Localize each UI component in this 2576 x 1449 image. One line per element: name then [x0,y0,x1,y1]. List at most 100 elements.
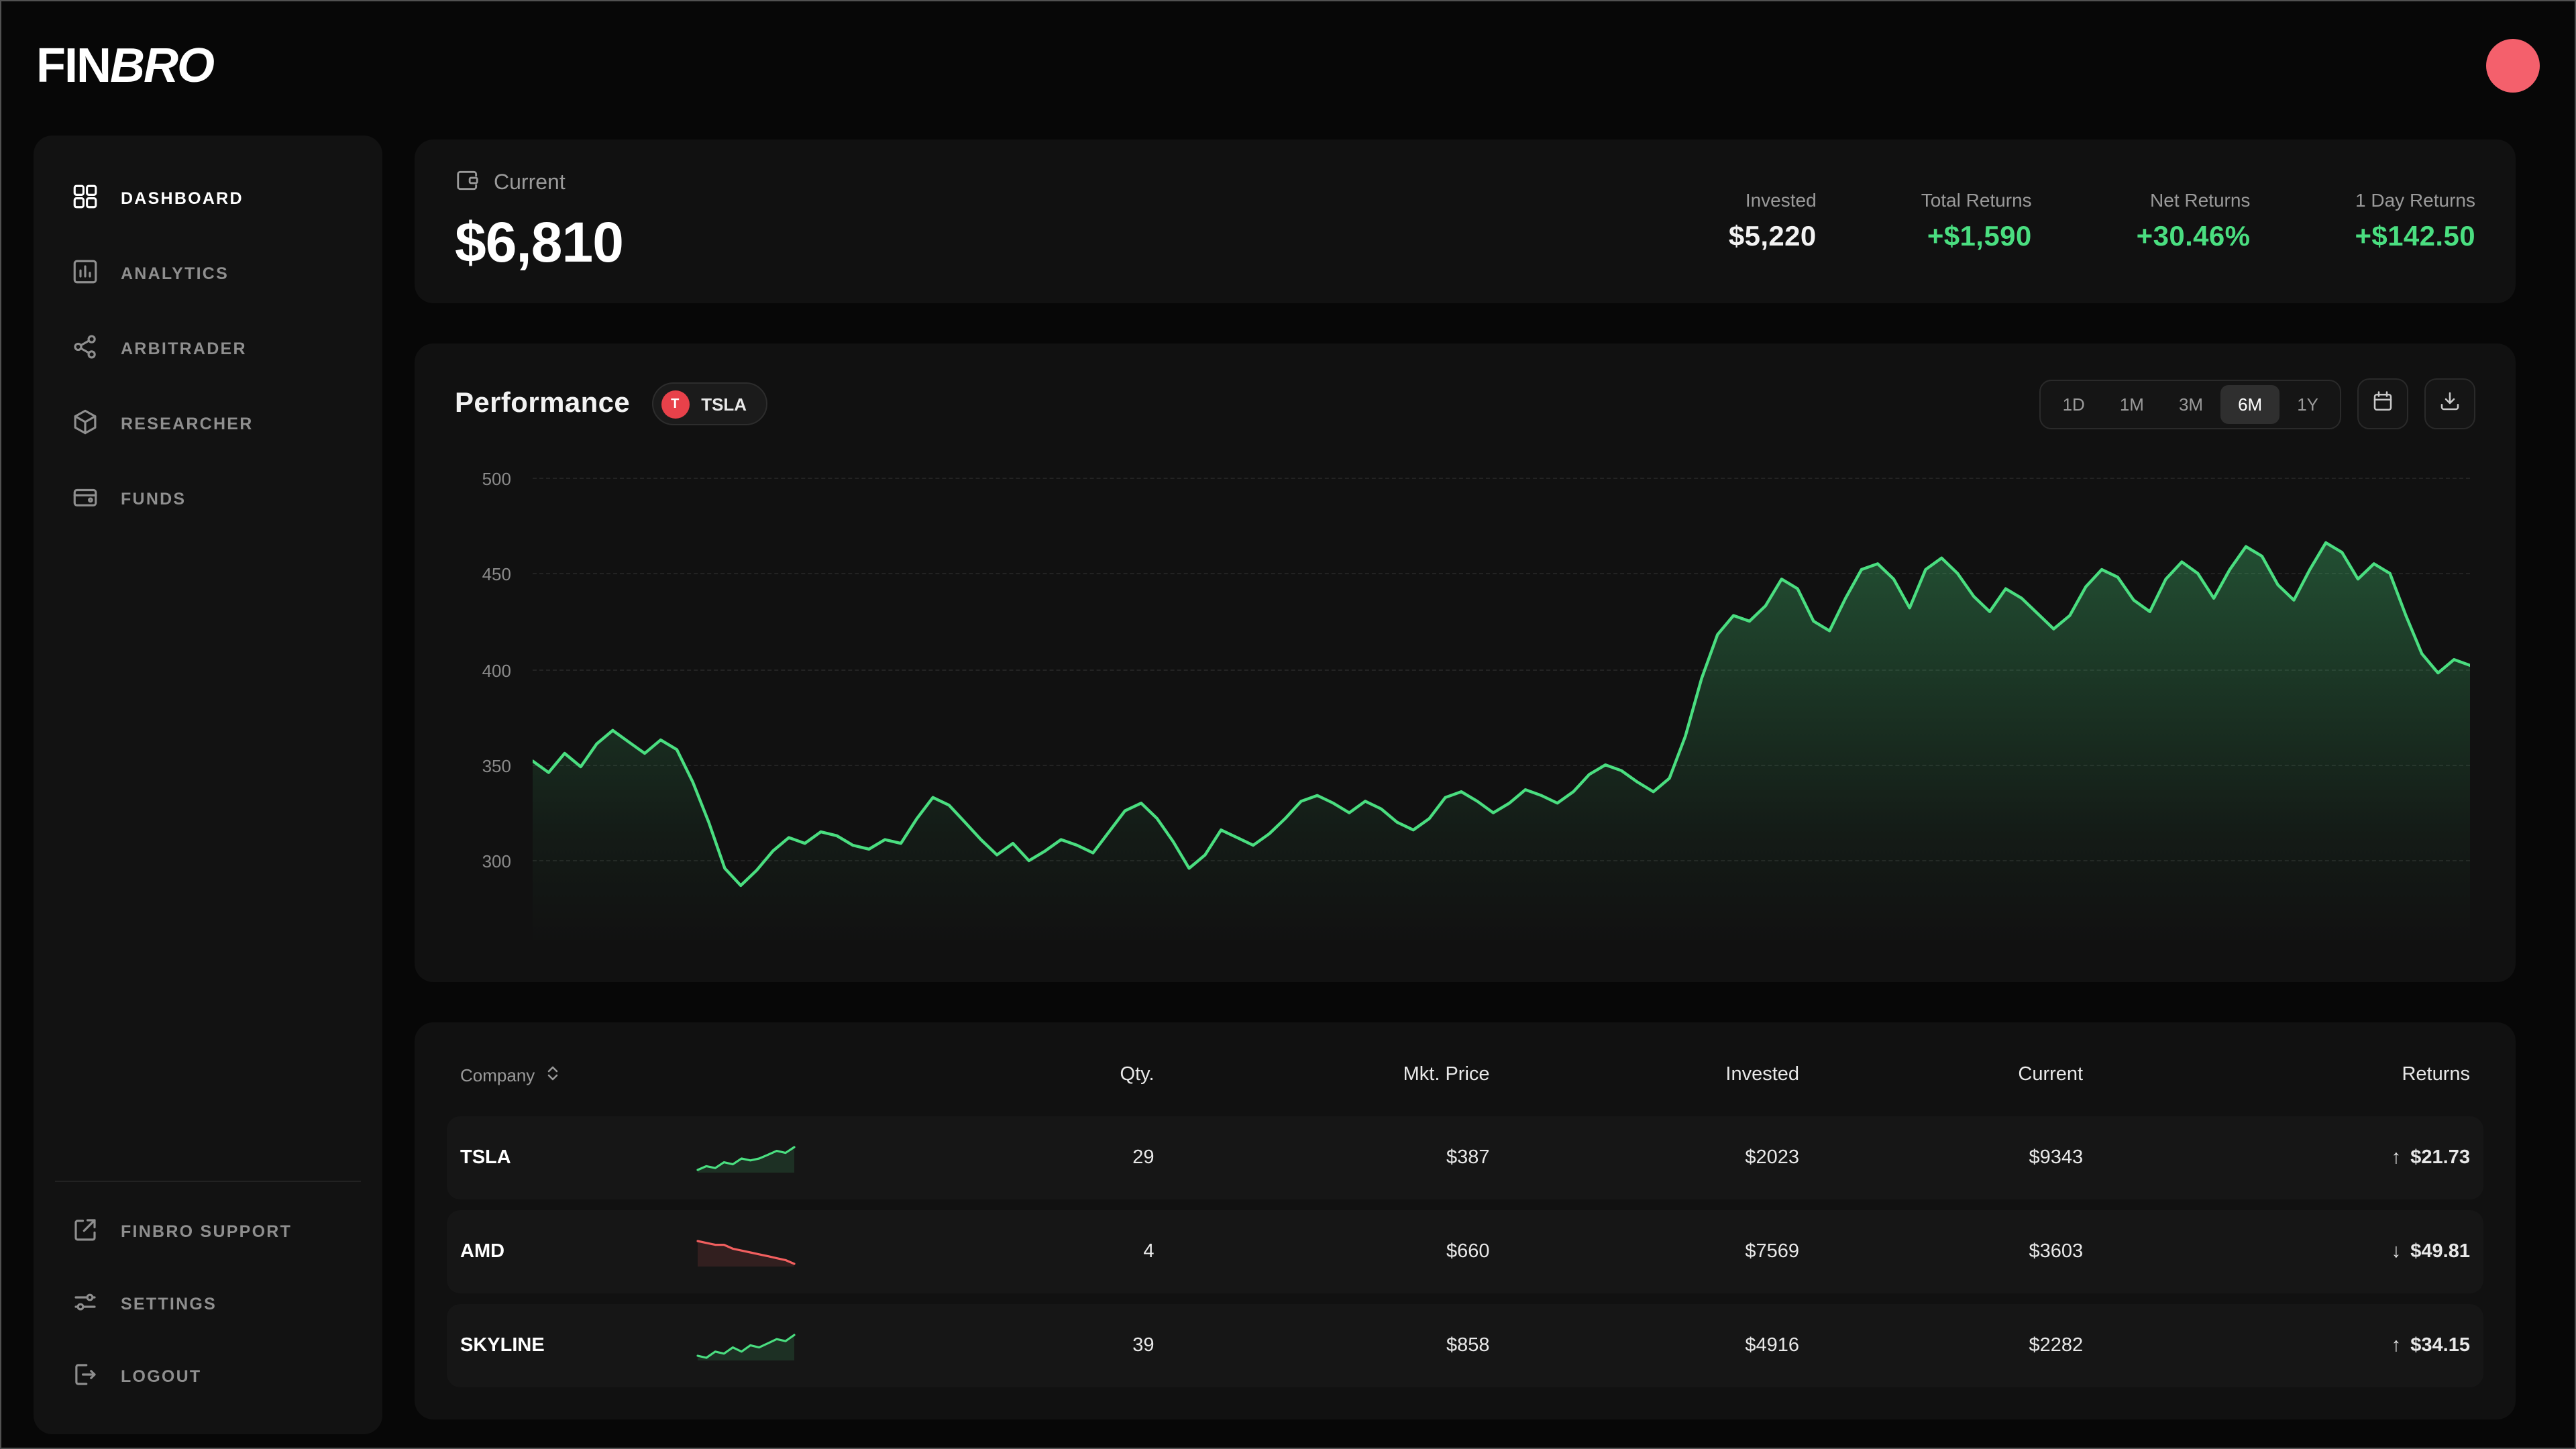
wallet-icon [455,168,480,200]
mkt-price-value: $858 [1446,1335,1490,1356]
qty-value: 29 [1132,1147,1155,1169]
sidebar-item-support[interactable]: FINBRO SUPPORT [55,1198,361,1265]
holdings-table-card: Company Qty. Mkt. Price Invested Current… [415,1022,2516,1419]
invested-value: $7569 [1745,1241,1800,1263]
range-6m-button[interactable]: 6M [2220,384,2280,423]
qty-value: 4 [1143,1241,1155,1263]
dashboard-grid-icon [71,182,99,215]
sidebar-item-analytics[interactable]: ANALYTICS [55,240,361,307]
sidebar-item-funds[interactable]: FUNDS [55,466,361,533]
trend-sparkline [695,1234,896,1269]
sidebar-item-settings[interactable]: SETTINGS [55,1271,361,1338]
download-button[interactable] [2424,378,2475,429]
sidebar-item-dashboard[interactable]: DASHBOARD [55,165,361,232]
performance-chart[interactable]: 500 450 400 350 300 [455,462,2475,945]
user-avatar[interactable] [2486,39,2540,93]
range-1y-button[interactable]: 1Y [2279,384,2336,423]
network-nodes-icon [71,333,99,365]
mkt-price-value: $660 [1446,1241,1490,1263]
logo-text-fin: FIN [36,38,111,93]
invested-value: $4916 [1745,1335,1800,1356]
app-header: FINBRO [1,1,2575,130]
chart-gridline: 350 [482,756,2470,776]
sidebar: DASHBOARD ANALYTICS ARBITRADER RESEARCHE… [34,136,382,1434]
table-row-amd[interactable]: AMD 4 $660 $7569 $3603 ↓ $49.81 [447,1210,2483,1293]
range-1m-button[interactable]: 1M [2102,384,2161,423]
sidebar-item-label: SETTINGS [121,1295,217,1313]
portfolio-summary-card: Current $6,810 Invested $5,220 Total Ret… [415,140,2516,303]
stat-1day-returns: 1 Day Returns +$142.50 [2355,189,2475,252]
arrow-down-icon: ↓ [2391,1241,2402,1263]
summary-stats: Invested $5,220 Total Returns +$1,590 Ne… [1729,189,2475,254]
table-row-skyline[interactable]: SKYLINE 39 $858 $4916 $2282 ↑ $34.15 [447,1304,2483,1387]
sparkline-down-icon [696,1240,796,1267]
stat-total-returns: Total Returns +$1,590 [1921,189,2032,252]
sidebar-item-researcher[interactable]: RESEARCHER [55,390,361,458]
logo-text-bro: BRO [110,38,215,93]
range-3m-button[interactable]: 3M [2161,384,2220,423]
tsla-logo-icon: T [661,390,690,418]
returns-value: ↓ $49.81 [2391,1241,2470,1263]
y-axis-tick-label: 300 [482,851,511,872]
sidebar-item-label: RESEARCHER [121,415,254,433]
app-logo[interactable]: FINBRO [36,38,215,94]
performance-line-chart [533,462,2470,945]
column-header-mkt-price: Mkt. Price [1403,1064,1490,1085]
ticker-chip-tsla[interactable]: T TSLA [651,382,767,425]
table-row-tsla[interactable]: TSLA 29 $387 $2023 $9343 ↑ $21.73 [447,1116,2483,1199]
column-header-returns: Returns [2402,1064,2470,1085]
main-content: Current $6,810 Invested $5,220 Total Ret… [415,140,2516,1419]
download-icon [2438,388,2462,419]
invested-value: $2023 [1745,1147,1800,1169]
performance-card: Performance T TSLA 1D 1M 3M 6M 1Y [415,343,2516,982]
external-link-icon [71,1216,99,1248]
calendar-button[interactable] [2357,378,2408,429]
stat-invested: Invested $5,220 [1728,189,1817,252]
sliders-icon [71,1288,99,1320]
sidebar-item-label: DASHBOARD [121,189,244,208]
bar-chart-icon [71,258,99,290]
sort-icon [544,1065,560,1085]
arrow-up-icon: ↑ [2391,1335,2402,1356]
sidebar-item-label: ANALYTICS [121,264,229,283]
sidebar-item-label: FUNDS [121,490,186,508]
chart-gridline: 450 [482,565,2470,585]
y-axis-tick-label: 350 [482,756,511,777]
column-header-invested: Invested [1725,1064,1800,1085]
time-range-selector: 1D 1M 3M 6M 1Y [2039,379,2341,429]
calendar-icon [2371,388,2395,419]
returns-value: ↑ $21.73 [2391,1147,2470,1169]
current-value: $6,810 [455,211,624,274]
returns-value: ↑ $34.15 [2391,1335,2470,1356]
company-name: TSLA [460,1147,511,1169]
logout-icon [71,1360,99,1393]
sidebar-item-label: FINBRO SUPPORT [121,1222,292,1241]
trend-sparkline [695,1328,896,1363]
company-name: AMD [460,1241,505,1263]
current-value: $2282 [2029,1335,2084,1356]
range-1d-button[interactable]: 1D [2045,384,2102,423]
chart-gridline: 400 [482,660,2470,680]
sidebar-nav: DASHBOARD ANALYTICS ARBITRADER RESEARCHE… [55,165,361,533]
trend-sparkline [695,1140,896,1175]
y-axis-tick-label: 500 [482,469,511,489]
column-header-qty: Qty. [1120,1064,1155,1085]
sidebar-item-logout[interactable]: LOGOUT [55,1343,361,1410]
wallet-card-icon [71,483,99,515]
ticker-symbol: TSLA [701,394,747,414]
arrow-up-icon: ↑ [2391,1147,2402,1169]
y-axis-tick-label: 450 [482,564,511,585]
cube-icon [71,408,99,440]
sidebar-item-arbitrader[interactable]: ARBITRADER [55,315,361,382]
mkt-price-value: $387 [1446,1147,1490,1169]
qty-value: 39 [1132,1335,1155,1356]
stat-net-returns: Net Returns +30.46% [2136,189,2251,252]
current-value: $3603 [2029,1241,2084,1263]
current-value-block: Current $6,810 [455,168,624,275]
column-header-company[interactable]: Company [460,1065,896,1085]
sparkline-up-icon [696,1146,796,1173]
sparkline-up-icon [696,1334,796,1360]
current-value: $9343 [2029,1147,2084,1169]
sidebar-footer: FINBRO SUPPORT SETTINGS LOGOUT [55,1181,361,1410]
table-header: Company Qty. Mkt. Price Invested Current… [447,1044,2483,1106]
